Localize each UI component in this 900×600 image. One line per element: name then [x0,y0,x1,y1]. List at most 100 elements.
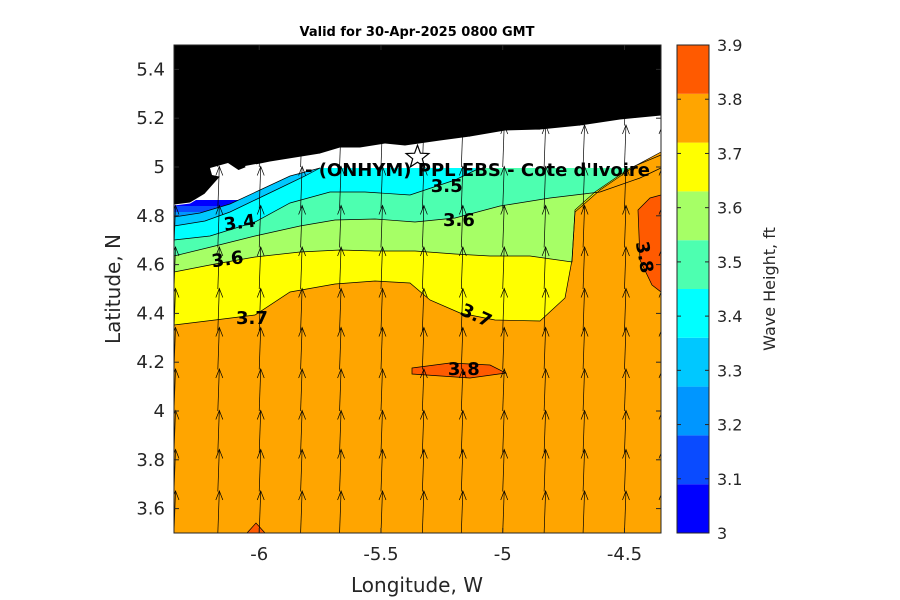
contour-line-3.8c [246,522,266,533]
wave-arrow [378,490,387,533]
wave-arrow [541,368,550,412]
wave-arrow [541,287,550,331]
contour-line-3.6 [174,167,661,257]
colorbar-segment [677,337,709,387]
wave-arrow [500,326,509,370]
wave-arrow [658,169,661,209]
wave-arrow [541,124,550,168]
colorbar-tick-label: 3.1 [717,470,742,489]
colorbar-segment [677,484,709,533]
wave-arrow [378,165,387,209]
wave-arrow [459,82,467,126]
wave-arrow [215,82,224,126]
wave-arrow [420,246,428,290]
wave-arrow [459,204,467,248]
wave-arrow [256,204,265,248]
contour-label: 3.4 [222,211,257,236]
wave-arrow [256,246,265,290]
contour-line-3.7a [174,154,661,273]
colorbar-tick-label: 3.2 [717,416,742,435]
y-tick-label: 4.4 [136,303,165,324]
contour-band-3.9 [247,523,265,533]
contour-label: 3.8 [448,359,480,380]
wave-arrow [580,326,589,370]
wave-arrow [298,287,306,331]
wave-arrow [256,82,265,126]
wave-arrow [541,326,550,370]
y-tick-label: 4.2 [136,352,165,373]
wave-arrow [298,124,306,168]
wave-arrow [658,452,661,492]
colorbar-segment [677,435,709,485]
wave-arrow [215,124,224,168]
wave-arrow [215,409,224,453]
wave-arrow [500,448,509,492]
wave-arrow [500,82,509,126]
wave-arrow [420,326,428,370]
wave-arrow [420,82,428,126]
y-tick-label: 3.8 [136,450,165,471]
wave-arrow [580,448,589,492]
wave-arrow [298,368,306,412]
wave-arrow [580,287,589,331]
x-tick-label: -5 [494,544,512,565]
wave-arrow [622,124,630,168]
y-tick-label: 4 [154,401,165,422]
wave-arrow [337,165,345,209]
wave-arrow [580,165,589,209]
wave-arrow [459,124,467,168]
wave-arrow [622,409,630,453]
wave-arrow [500,246,509,290]
wave-arrow [378,409,387,453]
wave-arrow [580,204,589,248]
wave-arrow [459,490,467,533]
wave-arrow [459,368,467,412]
colorbar-segment [677,93,709,143]
site-marker [404,143,431,169]
colorbar-frame [676,44,710,534]
wave-arrow [622,82,630,126]
wave-arrow [337,448,345,492]
wave-arrow [459,448,467,492]
wave-arrow [500,165,509,209]
colorbar-tick-label: 3.5 [717,253,742,272]
land-mass [174,45,661,205]
wave-arrow [459,165,467,209]
wave-arrow [622,490,630,533]
y-tick-label: 5 [154,157,165,178]
contour-label: 3.5 [431,176,463,197]
wave-arrow [622,326,630,370]
wave-arrow [459,409,467,453]
wave-arrow [298,82,306,126]
colorbar-tick-label: 3 [717,524,727,543]
wave-arrow [378,448,387,492]
wave-arrow [420,490,428,533]
wave-arrow [298,165,306,209]
wave-arrow [541,409,550,453]
colorbar-tick-label: 3.6 [717,199,742,218]
y-tick-label: 5.2 [136,108,165,129]
wave-arrow [337,82,345,126]
contour-label: 3.7 [236,308,268,329]
chart-title: Valid for 30-Apr-2025 0800 GMT [300,25,535,40]
wave-arrow [256,448,265,492]
wave-arrow [378,204,387,248]
wave-arrow [215,287,224,331]
wave-arrow [337,204,345,248]
wave-arrow [298,490,306,533]
wave-direction-arrows [174,82,661,533]
contour-labels: 3.43.53.63.63.7 3.73.83.8 [210,176,657,380]
wave-arrow [541,165,550,209]
wave-arrow [658,371,661,411]
wave-arrow [580,124,589,168]
colorbar-segment [677,240,709,289]
contour-band-3.8 [174,152,661,533]
colorbar: 3 3.1 3.2 3.3 3.4 3.5 3.6 3.7 3.8 3.9 [676,36,742,543]
y-tick-label: 5.4 [136,59,165,80]
contour-line-3.8b [637,194,661,293]
wave-arrow [256,490,265,533]
wave-arrow [298,448,306,492]
wave-arrow [420,368,428,412]
wave-arrow [256,165,265,209]
wave-arrow [622,204,630,248]
